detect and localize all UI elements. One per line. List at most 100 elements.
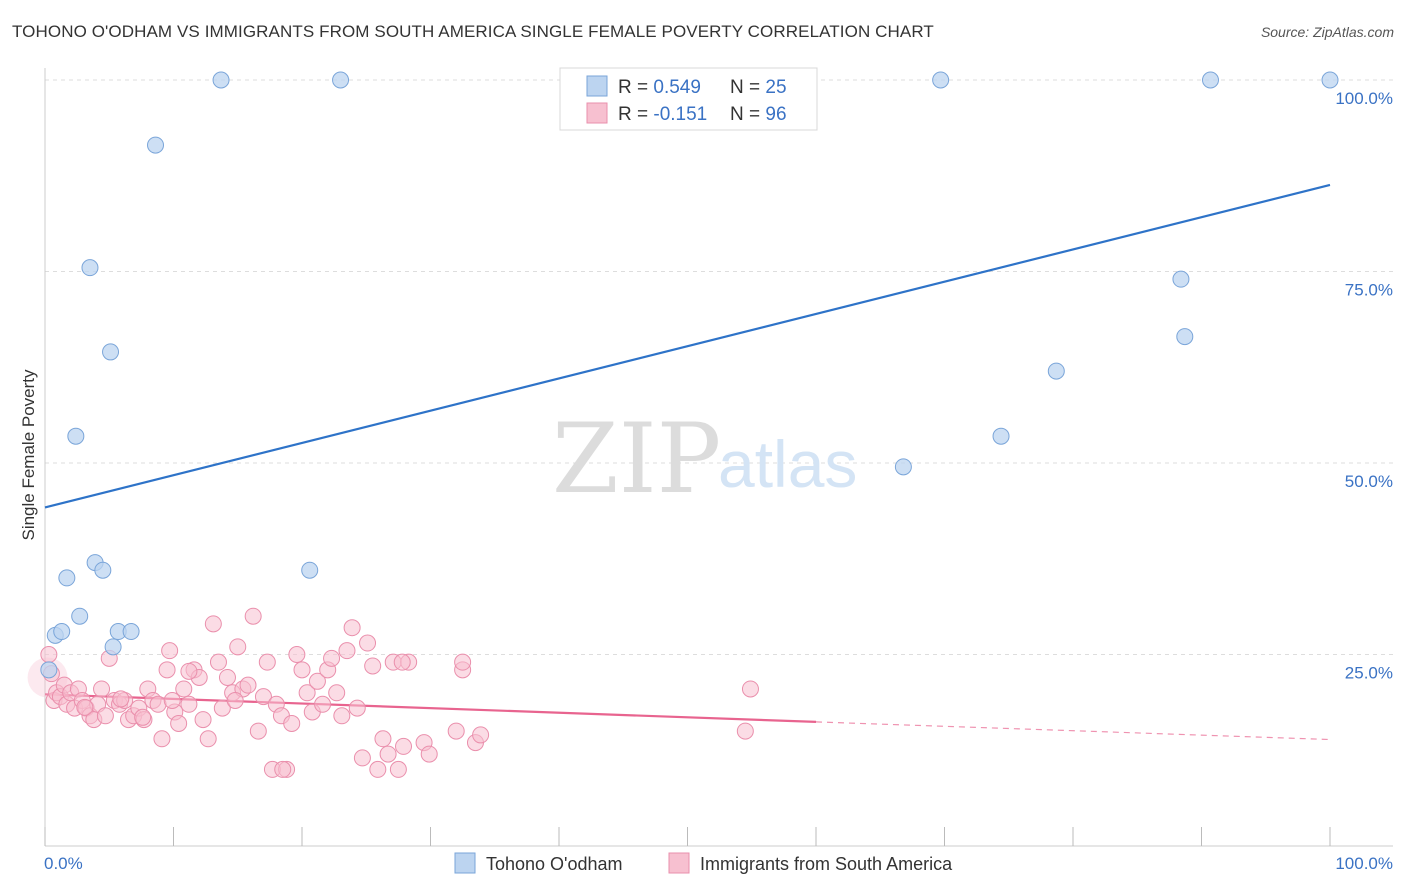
- legend-r-value-1: 0.549: [653, 77, 701, 98]
- legend-r-label-1: R =: [618, 77, 653, 98]
- legend-n-value-2: 96: [765, 104, 786, 125]
- y-tick-label-75: 75.0%: [1345, 281, 1393, 300]
- point-immigrants: [229, 638, 247, 656]
- point-tohono: [1321, 71, 1339, 89]
- legend-r-label-2: R =: [618, 104, 653, 125]
- point-tohono: [1176, 328, 1194, 346]
- point-tohono: [102, 343, 120, 361]
- point-immigrants: [348, 699, 366, 717]
- point-immigrants: [254, 688, 272, 706]
- point-immigrants: [374, 730, 392, 748]
- point-tohono: [71, 607, 89, 625]
- watermark-zip: ZIP: [552, 403, 721, 515]
- point-immigrants: [343, 619, 361, 637]
- point-immigrants: [213, 699, 231, 717]
- point-tohono: [104, 638, 122, 656]
- point-tohono: [122, 623, 140, 641]
- point-immigrants: [389, 760, 407, 778]
- y-tick-labels: 25.0% 50.0% 75.0% 100.0%: [1335, 89, 1393, 683]
- point-immigrants: [420, 745, 438, 763]
- chart-title: TOHONO O'ODHAM VS IMMIGRANTS FROM SOUTH …: [12, 22, 934, 41]
- point-immigrants: [158, 661, 176, 679]
- y-tick-label-100: 100.0%: [1335, 89, 1393, 108]
- point-immigrants: [40, 646, 58, 663]
- gridlines: [45, 79, 1395, 655]
- point-immigrants: [338, 642, 356, 660]
- point-immigrants: [76, 698, 94, 716]
- point-immigrants: [359, 634, 377, 652]
- series-swatch-immigrants: [668, 852, 690, 874]
- series-label-immigrants: Immigrants from South America: [700, 854, 953, 874]
- point-immigrants: [204, 615, 222, 633]
- point-tohono: [1172, 270, 1190, 288]
- point-immigrants: [199, 730, 217, 748]
- point-tohono: [1201, 71, 1219, 89]
- point-immigrants: [314, 695, 332, 713]
- legend-swatch-pink: [586, 102, 608, 124]
- y-tick-label-50: 50.0%: [1345, 472, 1393, 491]
- y-axis-title: Single Female Poverty: [19, 369, 38, 541]
- legend-n-value-1: 25: [765, 77, 786, 98]
- point-immigrants: [298, 684, 316, 702]
- point-tohono: [1047, 362, 1065, 380]
- point-immigrants: [308, 672, 326, 690]
- point-immigrants: [741, 680, 759, 698]
- watermark: ZIP atlas: [552, 403, 857, 515]
- point-immigrants: [333, 707, 351, 725]
- axes: [44, 68, 1393, 847]
- point-immigrants: [180, 662, 198, 680]
- point-immigrants: [328, 684, 346, 702]
- point-tohono: [932, 71, 950, 89]
- point-immigrants: [323, 649, 341, 667]
- correlation-legend: R = 0.549 N = 25 R = -0.151 N = 96: [559, 67, 818, 131]
- point-immigrants: [454, 653, 472, 671]
- point-immigrants: [258, 653, 276, 671]
- point-immigrants: [194, 711, 212, 729]
- point-immigrants: [283, 714, 301, 732]
- legend-row-2: R = -0.151 N = 96: [618, 104, 787, 125]
- point-immigrants: [163, 691, 181, 709]
- point-immigrants: [170, 714, 188, 732]
- trend-line-tohono: [44, 183, 1331, 509]
- point-immigrants: [395, 737, 413, 755]
- point-immigrants: [293, 661, 311, 679]
- point-immigrants: [239, 676, 257, 694]
- point-tohono: [332, 71, 350, 89]
- point-immigrants: [736, 722, 754, 740]
- point-immigrants: [364, 657, 382, 675]
- point-tohono: [58, 569, 76, 587]
- series-label-tohono: Tohono O'odham: [486, 854, 623, 874]
- legend-r-value-2: -0.151: [653, 104, 707, 125]
- point-immigrants: [353, 749, 371, 767]
- point-immigrants: [274, 760, 292, 778]
- x-tick-labels: 0.0% 100.0%: [44, 854, 1393, 873]
- chart-source: Source: ZipAtlas.com: [1260, 24, 1394, 40]
- y-tick-label-25: 25.0%: [1345, 664, 1393, 683]
- point-tohono: [992, 427, 1010, 445]
- point-tohono: [94, 561, 112, 579]
- point-tohono: [40, 661, 58, 679]
- point-immigrants: [472, 726, 490, 744]
- point-immigrants: [393, 653, 411, 671]
- series-swatch-tohono: [454, 852, 476, 874]
- point-immigrants: [288, 646, 306, 663]
- legend-n-label-1: N =: [730, 77, 765, 98]
- point-immigrants: [218, 668, 236, 686]
- point-immigrants: [209, 653, 227, 671]
- point-immigrants: [447, 722, 465, 740]
- x-tick-label-max: 100.0%: [1335, 854, 1393, 873]
- point-immigrants: [244, 607, 262, 625]
- point-immigrants: [180, 695, 198, 713]
- point-immigrants: [149, 695, 167, 713]
- trend-line-immigrants-extension: [815, 721, 1331, 741]
- point-tohono: [67, 427, 85, 445]
- point-tohono: [147, 136, 165, 154]
- series-legend: Tohono O'odham Immigrants from South Ame…: [454, 852, 953, 874]
- point-tohono: [81, 259, 99, 277]
- point-tohono: [53, 623, 71, 641]
- point-immigrants: [134, 708, 152, 726]
- point-immigrants: [369, 760, 387, 778]
- point-immigrants: [112, 690, 130, 708]
- legend-row-1: R = 0.549 N = 25: [618, 77, 787, 98]
